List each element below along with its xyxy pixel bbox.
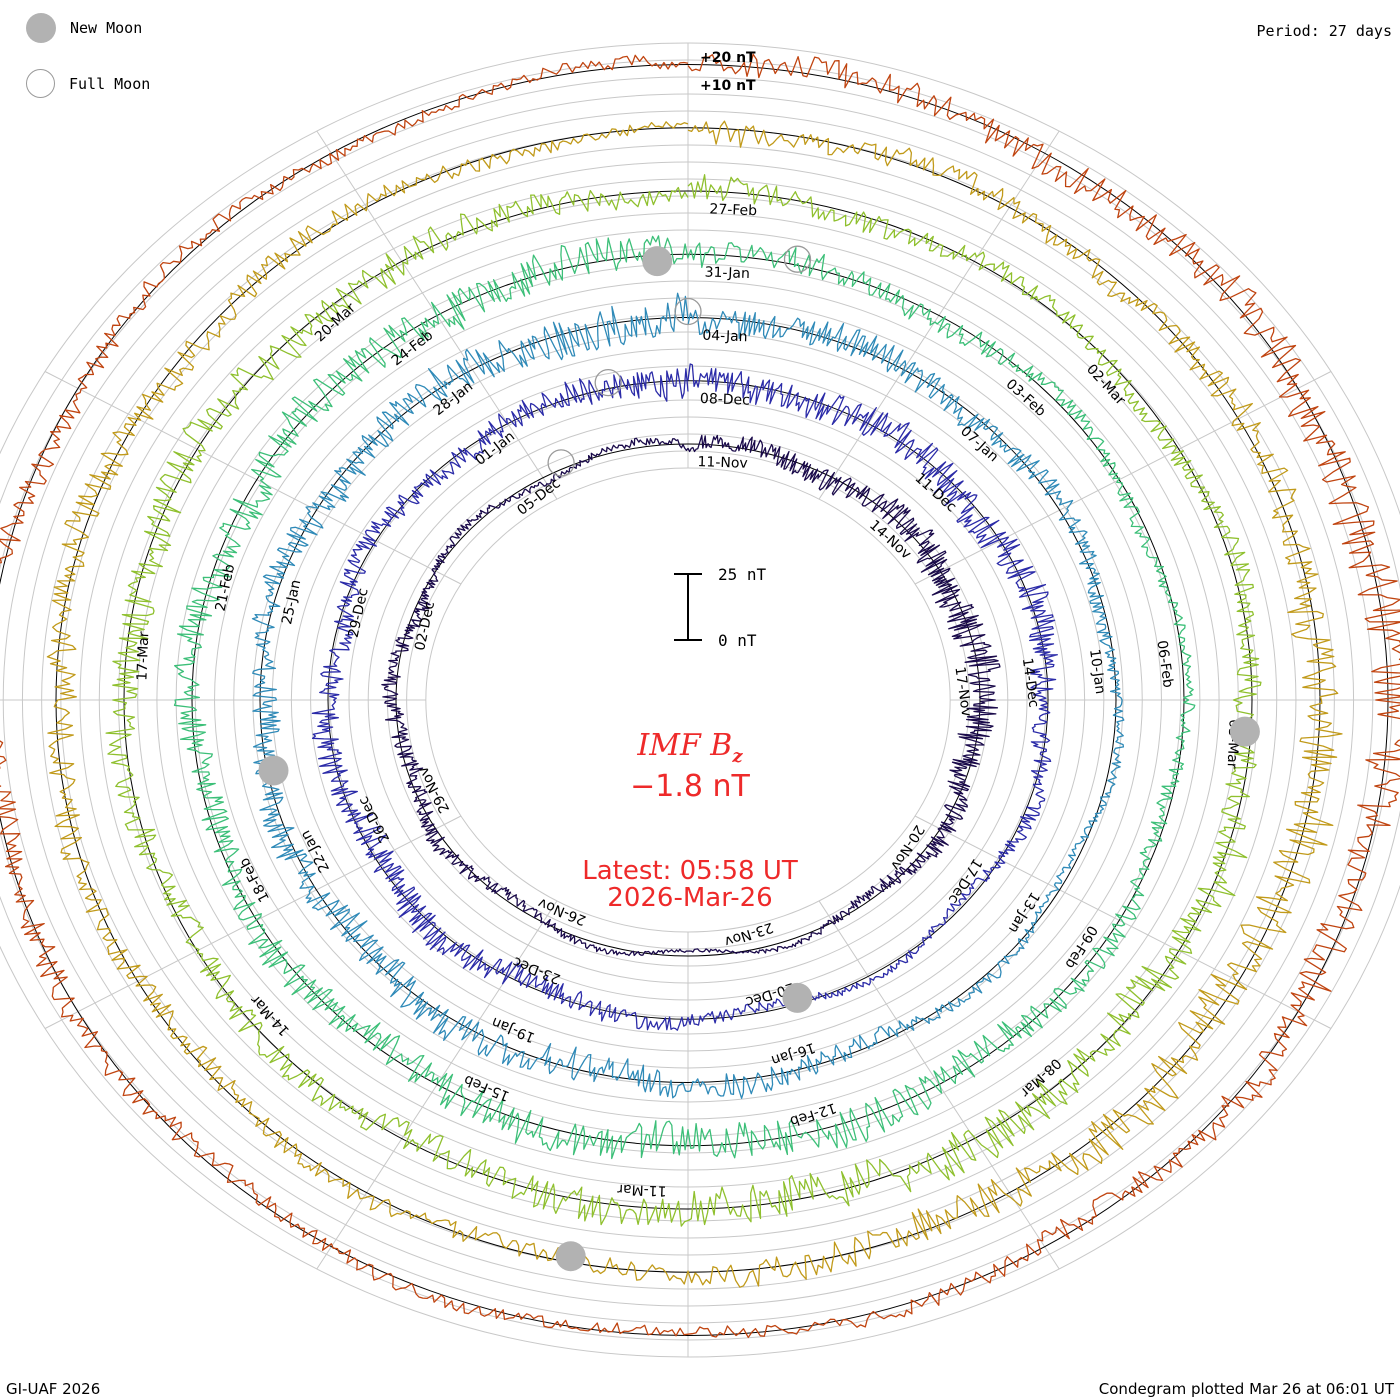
- data-trace-cycle-1: [311, 363, 1058, 1031]
- data-trace-cycle-4: [105, 174, 1262, 1227]
- date-label: 04-Jan: [702, 328, 748, 346]
- latest-date: 2026-Mar-26: [607, 883, 773, 913]
- imf-value: −1.8 nT: [630, 769, 750, 804]
- latest-time: Latest: 05:58 UT: [582, 856, 798, 886]
- date-label: 18-Feb: [236, 855, 273, 905]
- date-label: 06-Feb: [1153, 639, 1175, 689]
- new-moon-label: New Moon: [70, 19, 143, 37]
- data-trace-cycle-0: [381, 434, 1001, 957]
- date-label: 23-Nov: [722, 919, 775, 950]
- new-moon-marker: [258, 755, 289, 786]
- date-label: 16-Jan: [769, 1039, 817, 1068]
- data-trace-cycle-2: [251, 292, 1125, 1099]
- date-label: 14-Dec: [1019, 657, 1042, 709]
- date-label: 01-Jan: [473, 428, 518, 468]
- date-label: 20-Mar: [312, 300, 359, 345]
- latest-readout: Latest: 05:58 UT 2026-Mar-26: [480, 858, 900, 912]
- date-label: 11-Nov: [697, 454, 748, 472]
- outer-scale-label: +10 nT: [700, 78, 756, 94]
- date-label: 25-Jan: [279, 578, 304, 626]
- imf-title-text: IMF B: [637, 728, 733, 763]
- baseline-ring: [191, 253, 1185, 1147]
- outer-scale-label: +20 nT: [700, 50, 756, 66]
- new-moon-marker: [642, 246, 673, 277]
- legend-new-moon: New Moon: [26, 13, 142, 43]
- period-label: Period: 27 days: [1256, 22, 1392, 40]
- scale-bar-top-label: 25 nT: [718, 565, 767, 584]
- new-moon-icon: [26, 13, 56, 43]
- date-label: 27-Feb: [709, 201, 757, 219]
- new-moon-marker: [1229, 716, 1260, 747]
- scale-bar-bottom-label: 0 nT: [718, 631, 757, 650]
- grid-spoke: [44, 371, 462, 585]
- date-label: 15-Feb: [462, 1071, 512, 1104]
- imf-title: IMF Bz: [480, 728, 900, 767]
- date-label: 10-Jan: [1086, 648, 1108, 695]
- date-label: 17-Nov: [951, 666, 974, 718]
- imf-readout: IMF Bz −1.8 nT: [480, 728, 900, 804]
- legend-full-moon: Full Moon: [26, 69, 150, 98]
- full-moon-marker: [674, 297, 702, 326]
- full-moon-label: Full Moon: [69, 74, 151, 93]
- baseline-ring: [0, 64, 1389, 1336]
- new-moon-marker: [555, 1241, 586, 1272]
- date-label: 05-Dec: [514, 475, 563, 518]
- data-trace-cycle-3: [173, 235, 1196, 1160]
- date-label: 17-Mar: [134, 631, 152, 681]
- full-moon-marker: [594, 368, 622, 397]
- date-label: 29-Dec: [346, 587, 372, 639]
- full-moon-marker: [547, 449, 575, 477]
- date-label: 31-Jan: [704, 265, 750, 283]
- data-trace-cycle-5: [46, 120, 1343, 1288]
- new-moon-marker: [782, 982, 813, 1013]
- date-label: 08-Dec: [700, 391, 750, 409]
- date-label: 11-Dec: [912, 470, 960, 515]
- baseline-ring: [395, 443, 981, 957]
- grid-spoke: [914, 371, 1332, 585]
- imf-title-subscript: z: [732, 746, 743, 767]
- baseline-ring: [123, 190, 1253, 1210]
- credit: GI-UAF 2026: [6, 1380, 101, 1398]
- full-moon-icon: [26, 69, 55, 98]
- plotted-timestamp: Condegram plotted Mar 26 at 06:01 UT: [1098, 1380, 1394, 1398]
- data-trace-cycle-6: [0, 53, 1400, 1339]
- date-label: 02-Mar: [1083, 361, 1128, 408]
- date-label: 11-Mar: [617, 1181, 667, 1199]
- full-moon-marker: [783, 245, 812, 273]
